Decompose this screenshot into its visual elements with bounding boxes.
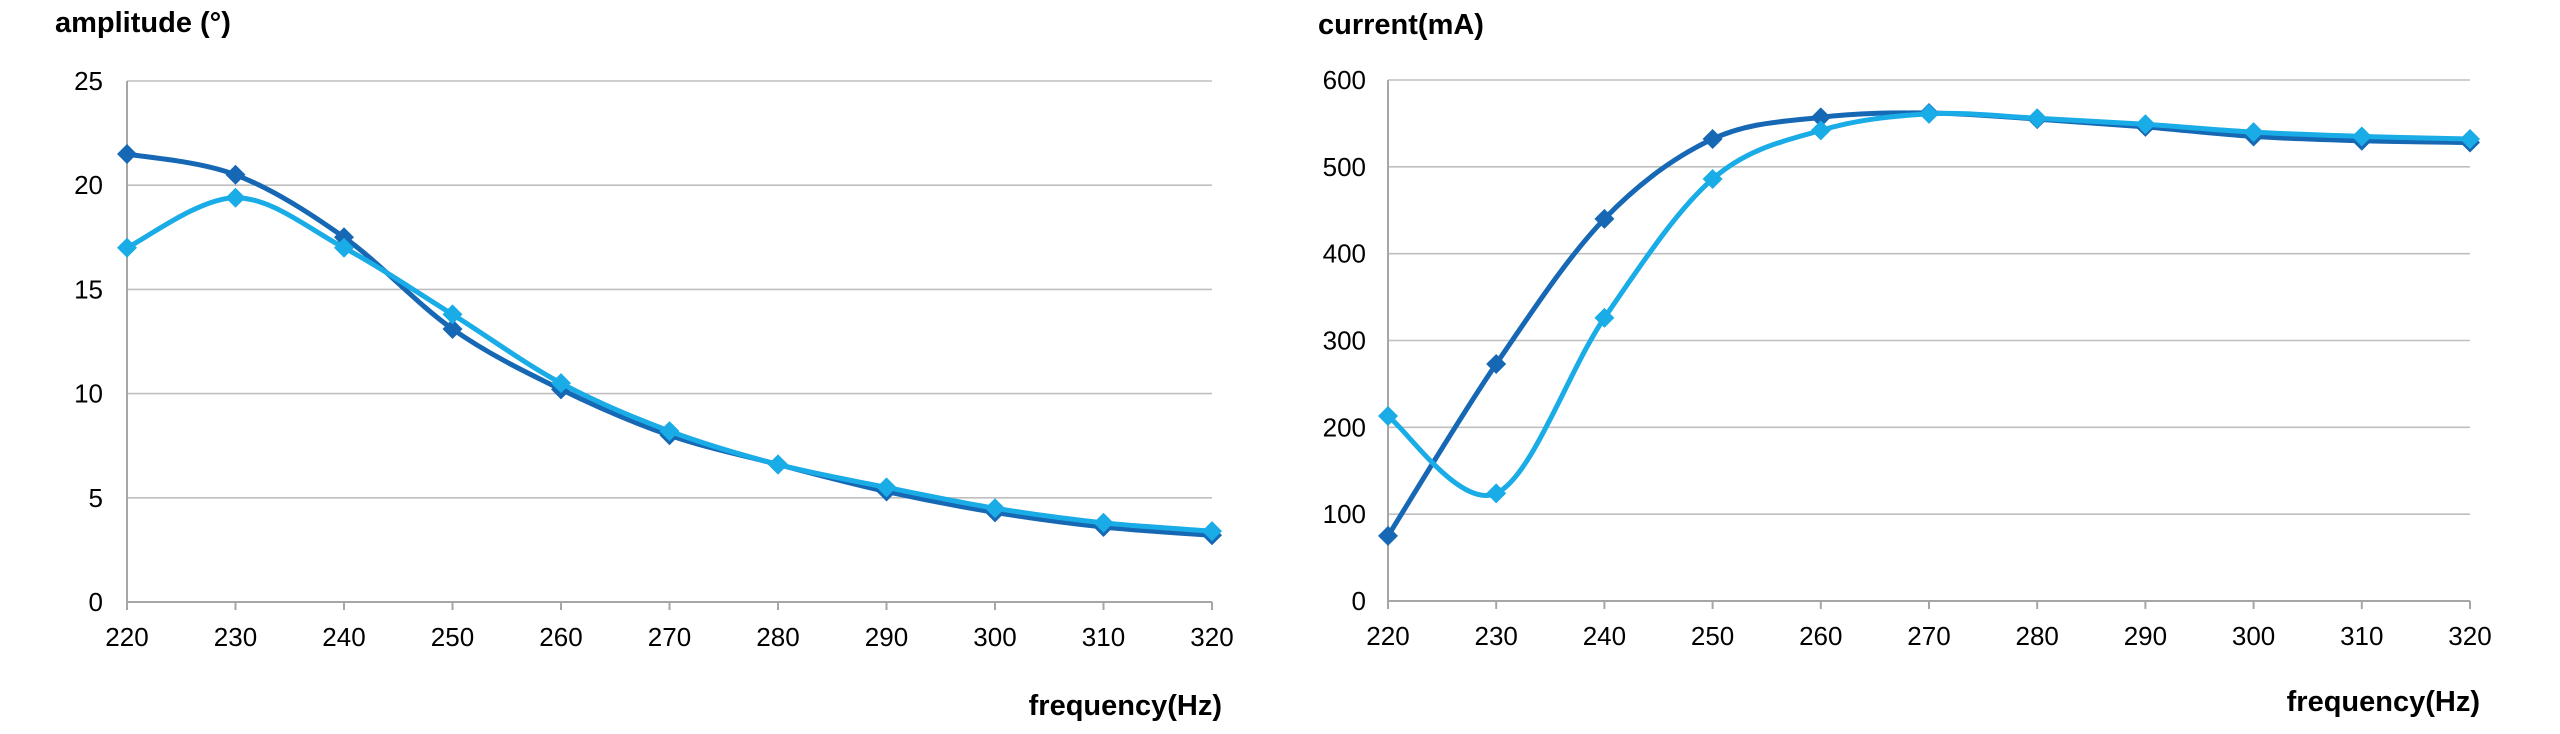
- y-axis-title: amplitude (°): [55, 7, 231, 39]
- series-2-point: [1486, 483, 1507, 504]
- series-2-point: [2351, 126, 2372, 147]
- series-2-point: [1810, 120, 1831, 141]
- series-1-point: [1702, 129, 1723, 150]
- x-tick-label: 280: [2016, 621, 2059, 651]
- y-tick-label: 0: [89, 587, 103, 617]
- series-2-point: [2027, 108, 2048, 129]
- x-tick-label: 220: [1366, 621, 1409, 651]
- series-2-point: [551, 373, 571, 394]
- x-tick-label: 230: [214, 622, 257, 652]
- x-axis-title: frequency(Hz): [2287, 686, 2480, 718]
- series-2-point: [1594, 307, 1615, 328]
- series-1-line: [1385, 110, 2473, 539]
- x-tick-label: 310: [1082, 622, 1125, 652]
- x-tick-label: 240: [1583, 621, 1626, 651]
- y-tick-label: 300: [1323, 326, 1366, 356]
- x-tick-label: 290: [865, 622, 908, 652]
- series-2-point: [1702, 168, 1723, 189]
- series-2-point: [876, 477, 897, 498]
- y-tick-label: 100: [1323, 499, 1366, 529]
- series-2-point: [2243, 122, 2264, 143]
- x-tick-label: 230: [1475, 621, 1518, 651]
- y-tick-label: 15: [74, 274, 103, 304]
- series-1-point: [1486, 353, 1507, 374]
- x-tick-label: 320: [1190, 622, 1233, 652]
- x-tick-label: 300: [2232, 621, 2275, 651]
- x-tick-label: 240: [322, 622, 365, 652]
- x-tick-label: 300: [973, 622, 1016, 652]
- series-2-point: [1378, 406, 1398, 427]
- y-tick-label: 400: [1323, 239, 1366, 269]
- series-2-point: [985, 498, 1005, 519]
- series-2-point: [2460, 129, 2480, 150]
- x-tick-label: 260: [539, 622, 582, 652]
- x-tick-label: 320: [2448, 621, 2491, 651]
- y-tick-label: 5: [89, 483, 103, 513]
- x-tick-label: 260: [1799, 621, 1842, 651]
- series-2-point: [334, 237, 354, 258]
- series-2-point: [2135, 114, 2156, 135]
- series-1-point: [117, 143, 137, 164]
- x-tick-label: 250: [1691, 621, 1734, 651]
- chart-2: 0 100 200 300 400 500 600 220 230 240 250 260 270 280…: [1318, 9, 2492, 718]
- y-axis-title: current(mA): [1318, 9, 1484, 41]
- y-tick-label: 200: [1323, 412, 1366, 442]
- series-2-point: [1202, 521, 1222, 542]
- y-tick-label: 0: [1352, 586, 1366, 616]
- series-1-point: [442, 318, 463, 339]
- chart-1: 0 5 10 15 20 25 220 230 240 250 260 270 280 290 300 310…: [55, 7, 1234, 722]
- x-tick-label: 280: [756, 622, 799, 652]
- series-2-point: [1093, 512, 1114, 533]
- x-tick-label: 250: [431, 622, 474, 652]
- x-tick-label: 220: [105, 622, 148, 652]
- y-tick-label: 10: [74, 379, 103, 409]
- series-2-point: [1919, 103, 1939, 124]
- series-2-point: [768, 454, 788, 475]
- series-1-point: [1810, 107, 1831, 128]
- x-tick-label: 310: [2340, 621, 2383, 651]
- series-2-line: [1385, 110, 2473, 498]
- x-tick-label: 290: [2124, 621, 2167, 651]
- series-2-point: [225, 187, 246, 208]
- series-2-line: [124, 195, 1215, 534]
- series-2-point: [117, 237, 137, 258]
- y-tick-label: 500: [1323, 152, 1366, 182]
- y-tick-label: 25: [74, 66, 103, 96]
- y-tick-label: 600: [1323, 65, 1366, 95]
- series-2-point: [659, 421, 680, 442]
- series-2-point: [442, 304, 463, 325]
- x-tick-label: 270: [1907, 621, 1950, 651]
- series-1-point: [225, 164, 246, 185]
- x-axis-title: frequency(Hz): [1029, 690, 1222, 722]
- x-tick-label: 270: [648, 622, 691, 652]
- series-1-point: [1594, 208, 1615, 229]
- series-1-line: [124, 151, 1215, 538]
- series-1-point: [1378, 525, 1398, 546]
- y-tick-label: 20: [74, 170, 103, 200]
